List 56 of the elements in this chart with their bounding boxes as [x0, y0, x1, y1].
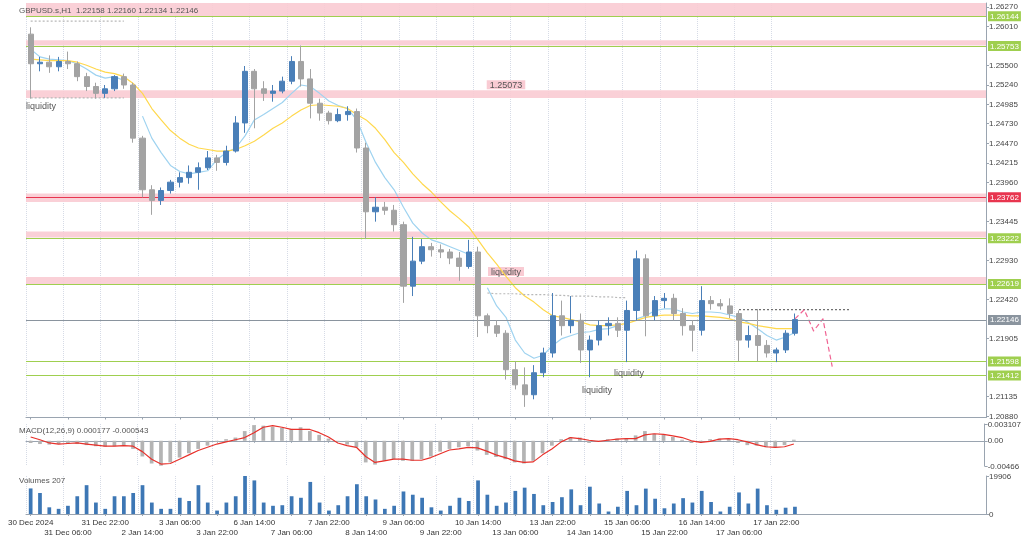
y-tick-label: 1.23445 — [989, 216, 1019, 226]
x-tick-label: 10 Jan 14:00 — [454, 517, 502, 527]
chart-title: GBPUSD.s,H1 1.22158 1.22160 1.22134 1.22146 — [19, 5, 199, 15]
x-tick-label: 8 Jan 14:00 — [345, 527, 388, 537]
y-tick-label: 1.26270 — [989, 2, 1019, 12]
x-tick-label: 17 Jan 06:00 — [715, 527, 763, 537]
x-tick-label: 17 Jan 22:00 — [753, 517, 800, 527]
annotation: liquidity — [582, 384, 613, 395]
ref-line-label: 1.23222 — [990, 233, 1020, 243]
y-tick-label: 1.24215 — [989, 158, 1019, 168]
x-tick-label: 31 Dec 22:00 — [81, 517, 130, 527]
x-tick-label: 31 Dec 06:00 — [44, 527, 93, 537]
ref-line-label: 1.23762 — [990, 192, 1020, 202]
y-tick-label: 19906 — [989, 471, 1012, 481]
chart-title: Volumes 207 — [19, 475, 66, 485]
ref-line-label: 1.26144 — [990, 11, 1020, 21]
ref-line-label: 1.22619 — [990, 279, 1020, 289]
x-tick-label: 15 Jan 22:00 — [641, 527, 689, 537]
annotation: liquidity — [26, 100, 57, 111]
x-tick-label: 3 Jan 22:00 — [196, 527, 239, 537]
y-tick-label: 1.25500 — [989, 60, 1019, 70]
x-tick-label: 30 Dec 2024 — [7, 517, 54, 527]
x-tick-label: 7 Jan 06:00 — [270, 527, 314, 537]
y-tick-label: 1.23960 — [989, 177, 1019, 187]
y-tick-label: -0.00466 — [987, 461, 1020, 471]
x-tick-label: 2 Jan 14:00 — [121, 527, 164, 537]
y-tick-label: 0.00 — [987, 436, 1004, 446]
y-tick-label: 1.24470 — [989, 138, 1019, 148]
y-tick-label: 0 — [989, 509, 994, 519]
ref-line-label: 1.25753 — [990, 41, 1020, 51]
x-tick-label: 7 Jan 22:00 — [308, 517, 351, 527]
y-tick-label: 1.26010 — [989, 22, 1019, 32]
x-tick-label: 13 Jan 06:00 — [492, 527, 539, 537]
y-tick-label: 1.22420 — [989, 294, 1019, 304]
x-tick-label: 15 Jan 06:00 — [604, 517, 651, 527]
x-tick-label: 16 Jan 14:00 — [678, 517, 726, 527]
x-tick-label: 6 Jan 14:00 — [233, 517, 276, 527]
y-tick-label: 1.20880 — [989, 411, 1019, 421]
y-tick-label: 1.24730 — [989, 119, 1019, 129]
x-tick-label: 14 Jan 14:00 — [566, 527, 614, 537]
y-tick-label: 1.21135 — [989, 392, 1018, 402]
y-tick-label: 1.22930 — [989, 255, 1019, 265]
y-tick-label: 1.24985 — [989, 99, 1019, 109]
ref-line-label: 1.21412 — [990, 371, 1020, 381]
y-tick-label: 1.25240 — [989, 80, 1019, 90]
x-tick-label: 3 Jan 06:00 — [158, 517, 202, 527]
ref-line-label: 1.22146 — [990, 315, 1020, 325]
x-tick-label: 9 Jan 22:00 — [419, 527, 463, 537]
ref-line-label: 1.21598 — [990, 356, 1020, 366]
y-tick-label: 1.21905 — [989, 333, 1019, 343]
annotation: liquidity — [614, 367, 645, 378]
band-label: 1.25073 — [489, 79, 523, 90]
y-tick-label: 0.003107 — [987, 419, 1022, 429]
chart-title: MACD(12,26,9) 0.000177 -0.000543 — [19, 425, 149, 435]
x-tick-label: 9 Jan 06:00 — [382, 517, 425, 527]
x-tick-label: 13 Jan 22:00 — [529, 517, 577, 527]
